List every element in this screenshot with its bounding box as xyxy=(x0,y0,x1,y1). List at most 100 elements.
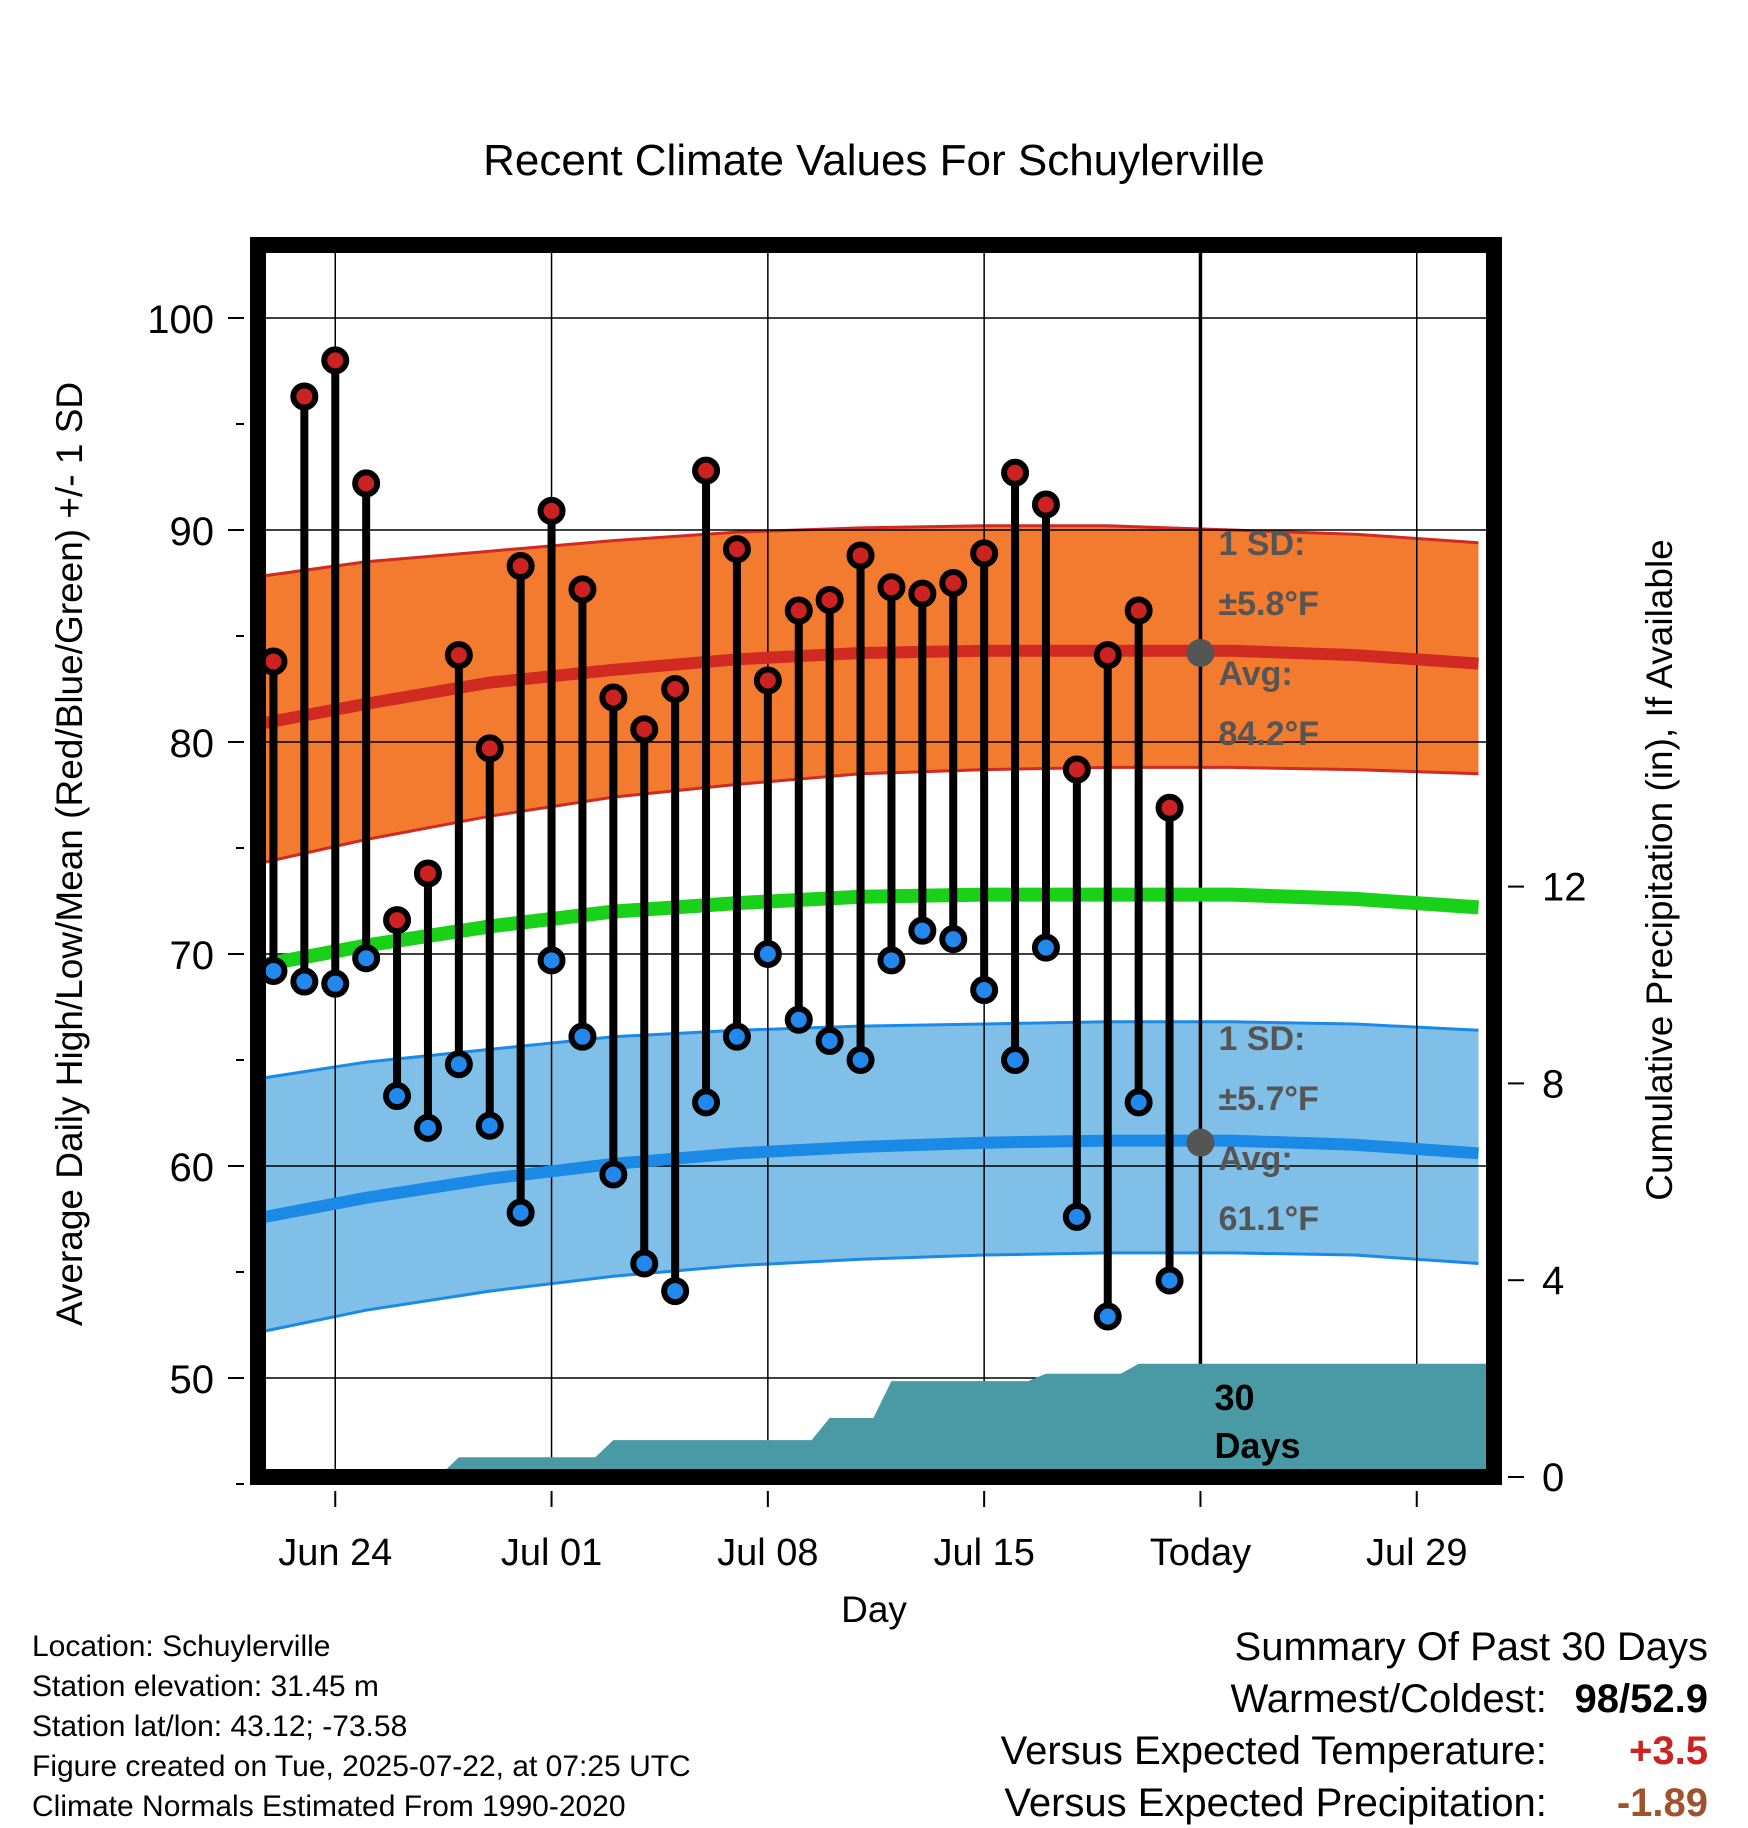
daily-high-point xyxy=(321,346,350,375)
daily-high-point xyxy=(444,641,473,670)
station-location: Location: Schuylerville xyxy=(32,1630,331,1663)
chart-title: Recent Climate Values For Schuylerville xyxy=(483,136,1265,185)
high-avg-label: Avg: xyxy=(1218,655,1292,693)
x-axis-label: Day xyxy=(841,1589,907,1630)
y-axis-label: Average Daily High/Low/Mean (Red/Blue/Gr… xyxy=(49,382,90,1326)
daily-high-point xyxy=(1031,490,1060,519)
daily-low-point xyxy=(413,1113,442,1142)
y2-tick-label: 0 xyxy=(1542,1456,1564,1500)
warmest-coldest-label: Warmest/Coldest: xyxy=(1230,1677,1547,1721)
daily-high-point xyxy=(352,469,381,498)
summary-temperature: Versus Expected Temperature: +3.5 xyxy=(1001,1729,1708,1774)
climate-normals-period: Climate Normals Estimated From 1990-2020 xyxy=(32,1790,626,1823)
daily-high-point xyxy=(1001,458,1030,487)
summary-title: Summary Of Past 30 Days xyxy=(1235,1625,1708,1670)
daily-low-point xyxy=(877,946,906,975)
daily-high-point xyxy=(846,541,875,570)
daily-low-point xyxy=(1093,1302,1122,1331)
daily-high-point xyxy=(413,859,442,888)
daily-low-point xyxy=(383,1082,412,1111)
daily-low-point xyxy=(815,1026,844,1055)
high-sd-value: ±5.8°F xyxy=(1218,585,1318,623)
daily-high-point xyxy=(815,585,844,614)
high-sd-label: 1 SD: xyxy=(1218,525,1305,563)
daily-low-point xyxy=(1124,1088,1153,1117)
y-tick-label: 70 xyxy=(170,934,215,978)
daily-low-point xyxy=(908,916,937,945)
today-low-normal-marker xyxy=(1186,1128,1215,1157)
y-tick-label: 80 xyxy=(170,722,215,766)
x-tick-label: Jul 01 xyxy=(501,1532,602,1574)
station-elevation: Station elevation: 31.45 m xyxy=(32,1670,379,1703)
daily-high-point xyxy=(722,535,751,564)
x-tick-label: Jul 29 xyxy=(1366,1532,1467,1574)
plot-frame xyxy=(250,237,1502,1485)
daily-low-point xyxy=(352,944,381,973)
low-normal-line xyxy=(258,1134,1479,1225)
summary-title-text: Summary Of Past 30 Days xyxy=(1234,1625,1708,1669)
daily-high-point xyxy=(1124,596,1153,625)
daily-low-point xyxy=(970,976,999,1005)
daily-low-point xyxy=(1031,933,1060,962)
daily-high-point xyxy=(475,734,504,763)
low-avg-label: Avg: xyxy=(1218,1140,1292,1178)
daily-low-point xyxy=(753,940,782,968)
station-latlon: Station lat/lon: 43.12; -73.58 xyxy=(32,1710,408,1743)
daily-high-point xyxy=(1093,641,1122,670)
daily-high-point xyxy=(753,666,782,695)
y-tick-label: 50 xyxy=(170,1358,215,1402)
summary-warmest-coldest: Warmest/Coldest: 98/52.9 xyxy=(1231,1677,1709,1722)
daily-low-point xyxy=(1062,1202,1091,1231)
daily-low-point xyxy=(939,925,968,954)
daily-high-point xyxy=(784,596,813,625)
y-tick-label: 60 xyxy=(170,1146,215,1190)
daily-high-point xyxy=(1062,755,1091,784)
expected-precipitation-label: Versus Expected Precipitation: xyxy=(1004,1781,1547,1825)
low-avg-value: 61.1°F xyxy=(1218,1200,1319,1238)
daily-high-point xyxy=(661,675,690,703)
daily-high-point xyxy=(506,552,535,581)
x-tick-label: Today xyxy=(1150,1532,1251,1574)
daily-low-point xyxy=(506,1198,535,1227)
figure-created: Figure created on Tue, 2025-07-22, at 07… xyxy=(32,1750,691,1783)
low-sd-lower-line xyxy=(258,1251,1479,1334)
daily-low-point xyxy=(290,967,319,996)
daily-high-point xyxy=(908,579,937,608)
daily-high-point xyxy=(383,906,412,935)
y2-tick-label: 12 xyxy=(1542,866,1587,910)
daily-high-point xyxy=(290,382,319,411)
x-tick-label: Jul 08 xyxy=(717,1532,818,1574)
daily-high-point xyxy=(537,496,566,525)
expected-temperature-label: Versus Expected Temperature: xyxy=(1000,1729,1547,1773)
daily-high-point xyxy=(939,569,968,597)
high-avg-value: 84.2°F xyxy=(1218,715,1319,753)
daily-low-point xyxy=(846,1046,875,1074)
high-sd-upper-line xyxy=(258,524,1479,579)
x-tick-label: Jun 24 xyxy=(278,1532,392,1574)
cumulative-precipitation-area xyxy=(273,1363,1494,1477)
y-tick-label: 90 xyxy=(170,510,215,554)
precip-window-label-line1: 30 xyxy=(1214,1377,1254,1418)
daily-low-point xyxy=(599,1160,628,1189)
high-sd-band xyxy=(258,525,1479,864)
daily-high-point xyxy=(599,683,628,712)
low-sd-label: 1 SD: xyxy=(1218,1020,1305,1058)
daily-low-point xyxy=(722,1022,751,1051)
daily-low-point xyxy=(1001,1046,1030,1074)
daily-low-point xyxy=(475,1111,504,1140)
daily-low-point xyxy=(1155,1266,1184,1295)
today-high-normal-marker xyxy=(1186,638,1215,667)
daily-high-point xyxy=(630,715,659,744)
daily-low-point xyxy=(784,1005,813,1034)
daily-low-point xyxy=(661,1277,690,1306)
x-tick-label: Jul 15 xyxy=(933,1532,1034,1574)
daily-high-point xyxy=(1155,793,1184,822)
daily-low-point xyxy=(568,1022,597,1051)
y2-axis-label: Cumulative Precipitation (in), If Availa… xyxy=(1639,539,1680,1201)
expected-temperature-value: +3.5 xyxy=(1629,1729,1708,1773)
daily-high-point xyxy=(692,456,721,485)
daily-low-point xyxy=(321,969,350,998)
y2-tick-label: 8 xyxy=(1542,1062,1564,1106)
y-tick-label: 100 xyxy=(147,298,214,342)
